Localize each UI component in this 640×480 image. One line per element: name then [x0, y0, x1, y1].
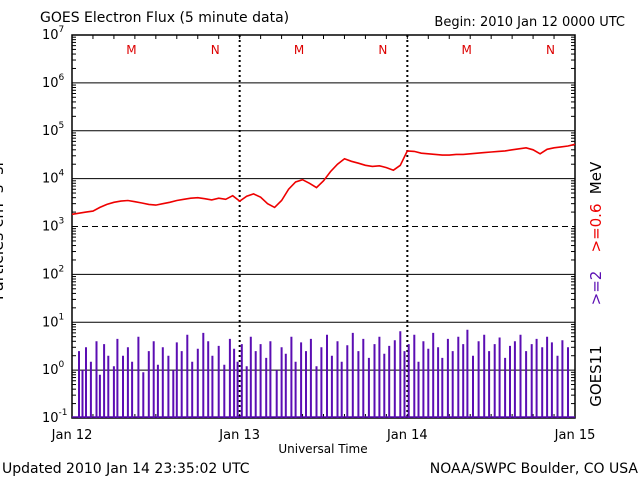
satellite-label: GOES11 — [587, 345, 605, 407]
x-tick-label: Jan 13 — [218, 428, 260, 443]
y-tick-label: 103 — [42, 217, 64, 235]
series-high-energy-spikes — [78, 329, 569, 418]
local-time-marker: M — [462, 43, 472, 57]
chart-title: GOES Electron Flux (5 minute data) — [40, 10, 290, 26]
energy-low-label: >=0.6 — [587, 204, 605, 253]
begin-time: Begin: 2010 Jan 12 0000 UTC — [434, 15, 625, 30]
y-tick-label: 106 — [42, 73, 65, 91]
x-tick-label: Jan 14 — [386, 428, 428, 443]
y-tick-label: 105 — [42, 121, 64, 139]
y-tick-label: 10-1 — [42, 408, 68, 426]
energy-unit-label: MeV — [587, 161, 605, 194]
local-time-marker: N — [378, 43, 387, 57]
updated-timestamp: Updated 2010 Jan 14 23:35:02 UTC — [2, 461, 250, 477]
y-tick-label: 102 — [42, 264, 64, 282]
x-tick-label: Jan 12 — [51, 428, 93, 443]
x-axis-title: Universal Time — [278, 442, 367, 456]
y-tick-label: 107 — [42, 25, 64, 43]
local-time-marker: M — [294, 43, 304, 57]
plot-frame — [71, 34, 576, 419]
x-tick-label: Jan 15 — [554, 428, 596, 443]
local-time-marker: N — [546, 43, 555, 57]
data-source: NOAA/SWPC Boulder, CO USA — [429, 461, 638, 477]
y-tick-label: 101 — [42, 312, 64, 330]
y-tick-label: 100 — [42, 360, 65, 378]
energy-high-label: >=2 — [587, 271, 605, 306]
local-time-marker: N — [211, 43, 220, 57]
local-time-marker: M — [126, 43, 136, 57]
y-tick-label: 104 — [42, 169, 65, 187]
series-low-energy-line — [71, 143, 576, 216]
